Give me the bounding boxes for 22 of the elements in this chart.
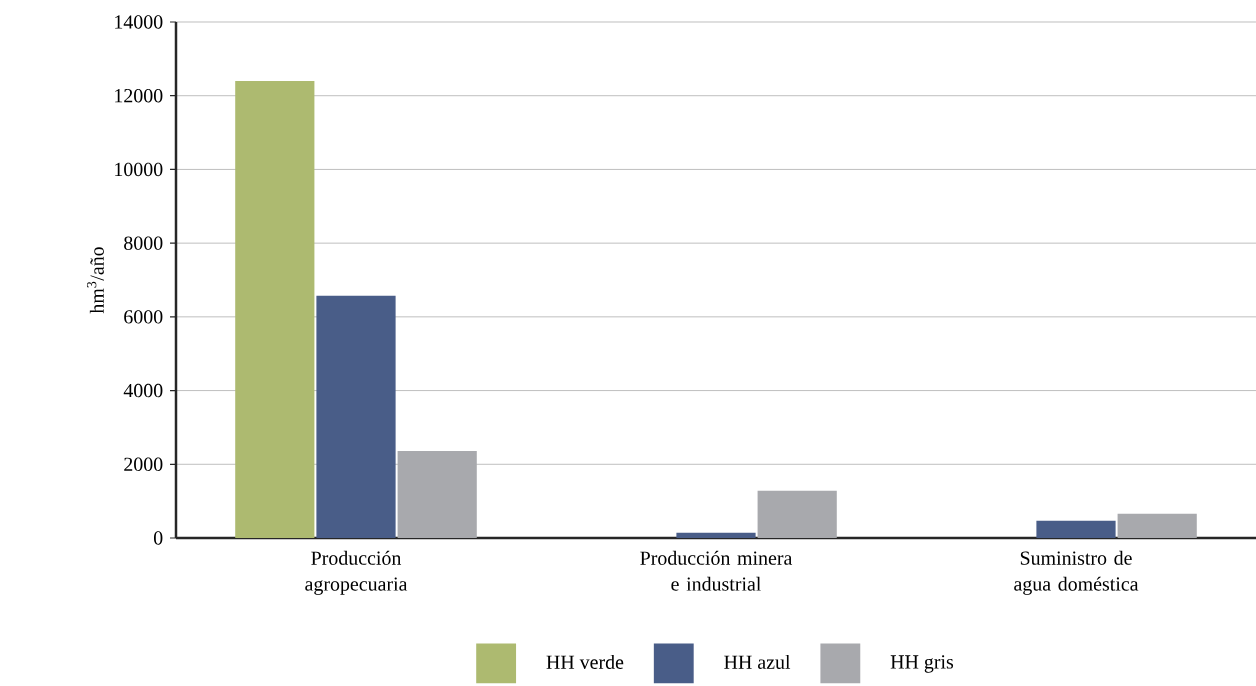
y-tick-label: 2000	[124, 457, 163, 471]
bar	[397, 451, 477, 538]
bar	[757, 490, 837, 538]
y-tick-label: 6000	[124, 310, 163, 324]
bar	[235, 80, 315, 538]
y-tick-label: 14000	[115, 15, 163, 29]
y-tick-label: 12000	[115, 88, 163, 103]
bar	[1036, 520, 1116, 538]
y-axis-title: hm$^{3}$/año	[86, 247, 104, 314]
legend-label: HH verde	[546, 654, 624, 669]
legend-label: HH azul	[724, 654, 791, 669]
y-tick-label: 8000	[124, 236, 163, 250]
x-tick-label: Suministro de agua doméstica	[1014, 550, 1139, 595]
y-tick-label: 10000	[115, 162, 163, 177]
y-tick-label: 4000	[123, 383, 163, 398]
bar	[316, 295, 396, 538]
legend-label: HH gris	[890, 655, 954, 673]
bar	[1117, 513, 1197, 538]
x-tick-label: Producción agropecuaria	[305, 550, 408, 595]
bar	[676, 532, 756, 538]
y-tick-label: 0	[153, 531, 163, 545]
x-tick-label: Producción minera e industrial	[640, 550, 793, 591]
